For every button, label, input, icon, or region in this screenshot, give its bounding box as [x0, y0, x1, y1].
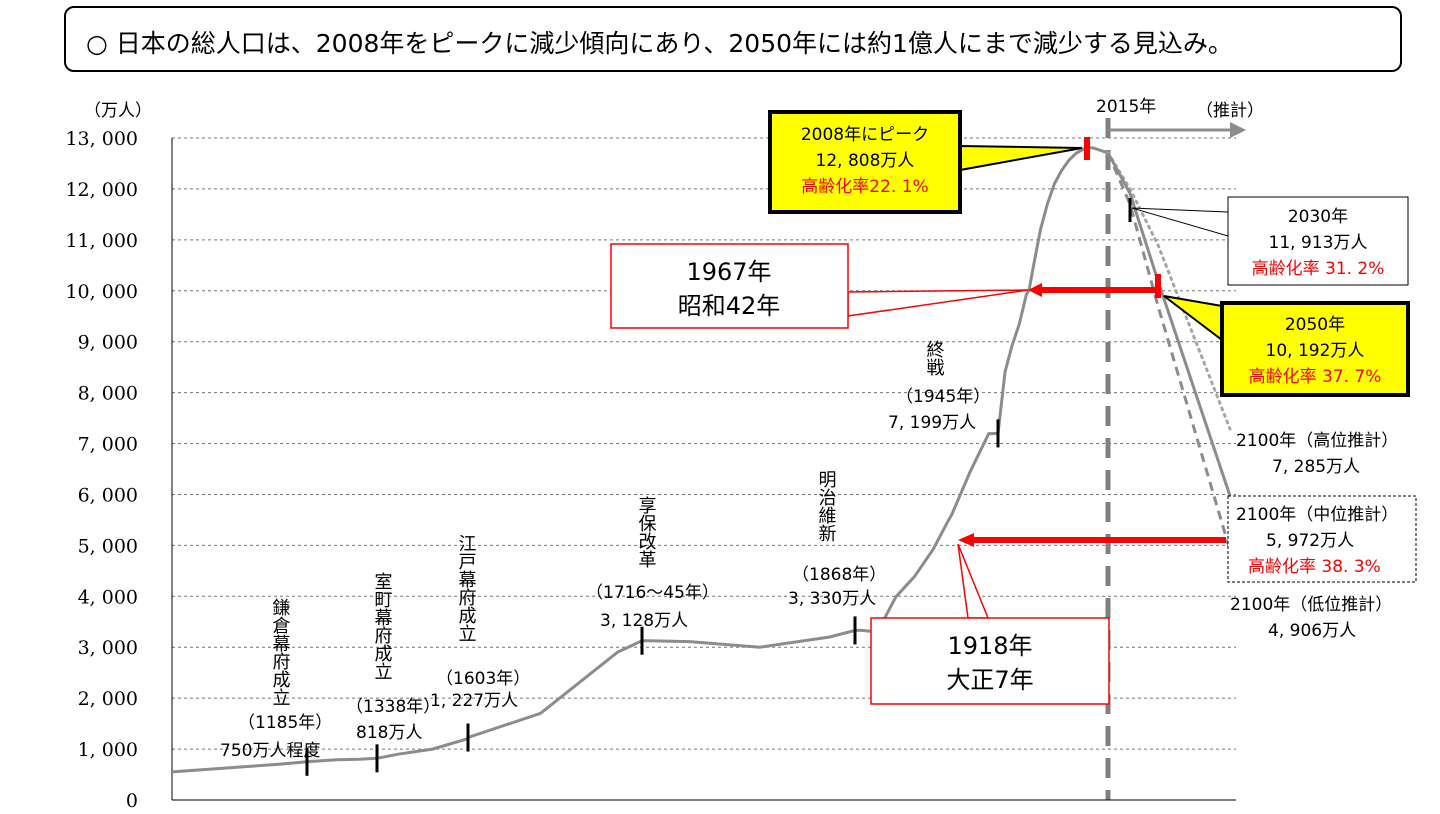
callout-1918-arrowhead [958, 533, 974, 547]
era-label-kyoho: 享保改革 （1716～45年） 3, 128万人 [586, 496, 719, 631]
projection-year-label: 2015年 [1096, 97, 1156, 117]
label-2100-low-line1: 2100年（低位推計） [1230, 595, 1392, 615]
era-value: 3, 330万人 [788, 589, 876, 609]
callout-2050: 2050年 10, 192万人 高齢化率 37. 7% [1163, 295, 1410, 397]
era-year: （1716～45年） [586, 583, 719, 603]
callout-1918-era: 大正7年 [946, 666, 1033, 694]
y-axis-unit: （万人） [84, 101, 152, 121]
projection-arrow-label: （推計） [1196, 101, 1264, 121]
era-vertical-label: 鎌倉幕府成立 [270, 598, 291, 706]
era-tick-marks [305, 419, 1000, 776]
era-value: 7, 199万人 [888, 413, 976, 433]
callout-1918-pointer [957, 543, 990, 619]
projection-arrowhead [1230, 122, 1246, 138]
y-tick-label: 5, 000 [78, 535, 138, 557]
projection-line-medium [1106, 152, 1232, 497]
label-2100-mid: 2100年（中位推計） 5, 972万人 高齢化率 38. 3% [1227, 495, 1417, 583]
era-vertical-label: 明治維新 [816, 470, 837, 542]
era-year: （1868年） [792, 565, 886, 585]
y-axis-ticks: 0 1, 000 2, 000 3, 000 4, 000 5, 000 6, 000 7, … [65, 128, 138, 812]
label-2100-mid-line1: 2100年（中位推計） [1236, 505, 1398, 525]
era-value: 1, 227万人 [430, 691, 518, 711]
era-year: （1945年） [896, 387, 990, 407]
label-2100-mid-line2: 5, 972万人 [1266, 531, 1354, 551]
callout-1967-year: 1967年 [686, 258, 771, 286]
callout-2030: 2030年 11, 913万人 高齢化率 31. 2% [1128, 196, 1409, 286]
y-tick-label: 3, 000 [78, 637, 138, 659]
label-2100-high-line2: 7, 285万人 [1272, 457, 1360, 477]
callout-2050-box [1220, 301, 1410, 397]
label-2100-low: 2100年（低位推計） 4, 906万人 [1230, 595, 1392, 641]
label-2100-mid-box [1227, 495, 1417, 583]
callout-peak-line1: 2008年にピーク [801, 125, 929, 145]
callout-2030-line1: 2030年 [1288, 207, 1348, 227]
callout-peak-2008: 2008年にピーク 12, 808万人 高齢化率22. 1% [768, 110, 1090, 214]
y-tick-label: 6, 000 [78, 484, 138, 506]
y-tick-label: 13, 000 [65, 128, 138, 150]
projection-line-low [1106, 152, 1232, 551]
callout-1967-arrowhead [1028, 283, 1042, 297]
era-year: （1338年） [346, 697, 440, 717]
y-tick-label: 4, 000 [78, 586, 138, 608]
headline-box: ○ 日本の総人口は、2008年をピークに減少傾向にあり、2050年には約1億人に… [64, 6, 1402, 72]
y-tick-label: 11, 000 [65, 230, 138, 252]
era-label-edo: 江戸幕府成立 （1603年） 1, 227万人 [430, 534, 530, 711]
callout-1967-box [610, 243, 849, 329]
callout-1918-box [870, 617, 1110, 705]
callout-1967-pointer [847, 289, 1029, 317]
era-year: （1185年） [238, 713, 332, 733]
callout-2050-pointer [1163, 295, 1223, 343]
era-vertical-label: 室町幕府成立 [372, 572, 393, 680]
callout-2050-line1: 2050年 [1285, 315, 1345, 335]
era-value: 750万人程度 [220, 741, 320, 761]
callout-1918: 1918年 大正7年 [870, 533, 1226, 705]
callout-1967: 1967年 昭和42年 [610, 243, 1161, 329]
label-2100-high-line1: 2100年（高位推計） [1236, 431, 1398, 451]
callout-peak-line2: 12, 808万人 [816, 151, 915, 171]
label-2100-mid-line3: 高齢化率 38. 3% [1248, 557, 1381, 577]
callout-2030-line2: 11, 913万人 [1269, 233, 1368, 253]
y-tick-label: 9, 000 [78, 332, 138, 354]
y-tick-label: 7, 000 [78, 434, 138, 456]
callout-2030-line3: 高齢化率 31. 2% [1252, 259, 1385, 279]
era-label-meiji: 明治維新 （1868年） 3, 330万人 [788, 470, 886, 609]
era-label-shusen: 終戦 （1945年） 7, 199万人 [888, 340, 990, 433]
callout-2050-line2: 10, 192万人 [1266, 341, 1365, 361]
era-label-muromachi: 室町幕府成立 （1338年） 818万人 [346, 572, 440, 743]
callout-1918-year: 1918年 [947, 632, 1032, 660]
label-2100-low-line2: 4, 906万人 [1268, 621, 1356, 641]
headline-text: ○ 日本の総人口は、2008年をピークに減少傾向にあり、2050年には約1億人に… [86, 29, 1233, 58]
y-tick-label: 1, 000 [78, 739, 138, 761]
y-tick-label: 10, 000 [65, 281, 138, 303]
callout-1967-era: 昭和42年 [678, 292, 781, 320]
era-vertical-label: 享保改革 [636, 496, 657, 568]
callout-peak-box [768, 110, 962, 214]
era-year: （1603年） [436, 669, 530, 689]
y-tick-label: 12, 000 [65, 179, 138, 201]
era-value: 3, 128万人 [600, 611, 688, 631]
callout-peak-line3: 高齢化率22. 1% [801, 177, 928, 197]
era-vertical-label: 終戦 [924, 340, 945, 376]
callout-2030-box [1227, 196, 1409, 286]
label-2100-high: 2100年（高位推計） 7, 285万人 [1236, 431, 1398, 477]
y-tick-label: 2, 000 [78, 688, 138, 710]
y-tick-label: 8, 000 [78, 383, 138, 405]
era-label-kamakura: 鎌倉幕府成立 （1185年） 750万人程度 [220, 598, 332, 761]
callout-2050-line3: 高齢化率 37. 7% [1249, 367, 1382, 387]
era-value: 818万人 [356, 723, 422, 743]
era-vertical-label: 江戸幕府成立 [456, 534, 477, 642]
y-tick-label: 0 [126, 790, 138, 812]
